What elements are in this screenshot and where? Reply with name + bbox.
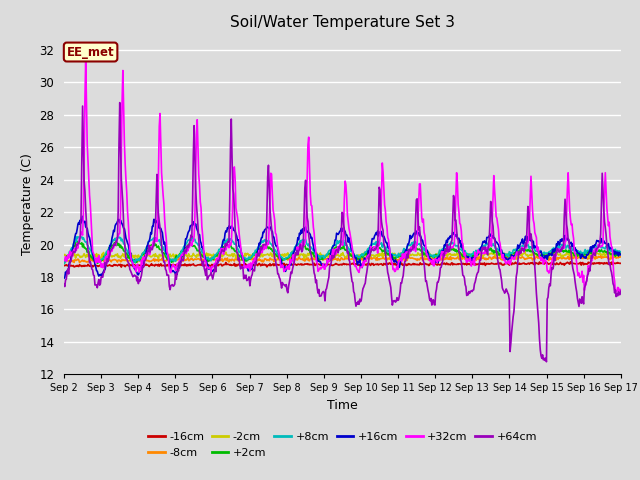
+64cm (60, 281, 68, 287)
+32cm (82, 57, 90, 63)
+32cm (185, 243, 193, 249)
Line: -16cm: -16cm (64, 262, 621, 267)
-8cm (411, 256, 419, 262)
-2cm (214, 254, 222, 260)
-16cm (128, 263, 136, 269)
-8cm (214, 257, 222, 263)
+8cm (70, 240, 78, 246)
+2cm (60, 259, 68, 265)
+16cm (79, 214, 86, 219)
+8cm (214, 249, 222, 255)
-8cm (76, 260, 83, 265)
+8cm (411, 240, 419, 245)
+64cm (617, 288, 625, 294)
+32cm (128, 259, 136, 265)
Line: +8cm: +8cm (64, 236, 621, 264)
+2cm (93, 260, 101, 266)
+8cm (128, 258, 136, 264)
-2cm (617, 251, 625, 256)
-16cm (118, 264, 125, 270)
X-axis label: Time: Time (327, 399, 358, 412)
+32cm (428, 258, 435, 264)
Legend: -16cm, -8cm, -2cm, +2cm, +8cm, +16cm, +32cm, +64cm: -16cm, -8cm, -2cm, +2cm, +8cm, +16cm, +3… (143, 428, 541, 462)
-2cm (60, 252, 68, 258)
Line: -8cm: -8cm (64, 255, 621, 263)
+64cm (128, 272, 136, 278)
+2cm (129, 257, 137, 263)
Line: +64cm: +64cm (64, 103, 621, 362)
-8cm (70, 260, 78, 265)
-2cm (461, 248, 468, 253)
Y-axis label: Temperature (C): Temperature (C) (20, 153, 34, 255)
+2cm (70, 243, 78, 249)
+64cm (70, 249, 78, 255)
+16cm (214, 259, 222, 264)
+32cm (616, 292, 623, 298)
+64cm (214, 257, 222, 263)
+8cm (185, 237, 193, 243)
Text: EE_met: EE_met (67, 46, 115, 59)
Line: +16cm: +16cm (64, 216, 621, 278)
Line: -2cm: -2cm (64, 251, 621, 259)
-16cm (185, 262, 193, 267)
+2cm (428, 253, 436, 259)
+64cm (411, 238, 419, 243)
+16cm (70, 239, 78, 244)
+16cm (428, 257, 435, 263)
Line: +2cm: +2cm (64, 241, 621, 263)
-8cm (617, 254, 625, 260)
+64cm (428, 296, 435, 301)
+16cm (617, 252, 625, 258)
+32cm (411, 244, 419, 250)
+32cm (214, 257, 222, 263)
-16cm (617, 260, 625, 266)
+2cm (617, 252, 625, 257)
+16cm (411, 230, 419, 236)
+2cm (412, 245, 419, 251)
-2cm (411, 252, 419, 258)
+16cm (128, 258, 136, 264)
-8cm (60, 258, 68, 264)
+32cm (70, 248, 78, 253)
+64cm (185, 243, 193, 249)
-2cm (185, 251, 193, 257)
-2cm (127, 251, 135, 257)
+16cm (60, 276, 68, 281)
-16cm (566, 259, 574, 264)
-2cm (70, 250, 78, 255)
-16cm (60, 263, 68, 268)
+2cm (215, 250, 223, 256)
+8cm (115, 233, 122, 239)
+32cm (60, 258, 68, 264)
-2cm (137, 256, 145, 262)
-8cm (597, 252, 605, 258)
+64cm (116, 100, 124, 106)
-8cm (128, 256, 136, 262)
+2cm (186, 241, 193, 247)
Line: +32cm: +32cm (64, 60, 621, 295)
+64cm (543, 359, 550, 365)
+8cm (428, 253, 435, 259)
-16cm (70, 264, 78, 270)
-2cm (428, 254, 435, 260)
-16cm (428, 260, 435, 266)
+2cm (74, 239, 82, 244)
-16cm (214, 263, 222, 269)
+8cm (617, 249, 625, 255)
-8cm (185, 258, 193, 264)
-16cm (411, 261, 419, 267)
+32cm (617, 289, 625, 295)
+16cm (185, 228, 193, 234)
Title: Soil/Water Temperature Set 3: Soil/Water Temperature Set 3 (230, 15, 455, 30)
-8cm (428, 257, 435, 263)
+8cm (60, 261, 68, 266)
